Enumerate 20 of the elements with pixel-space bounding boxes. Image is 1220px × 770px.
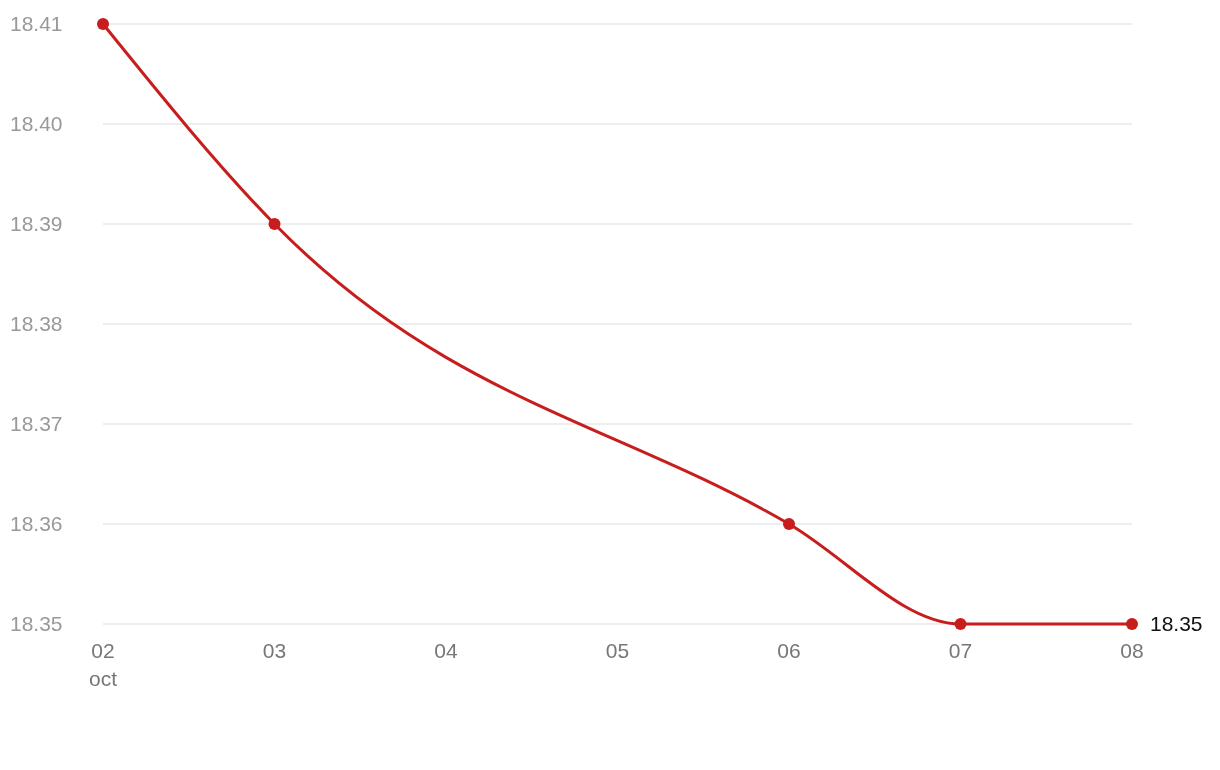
point xyxy=(1126,618,1138,630)
x-tick-label: 05 xyxy=(605,639,630,662)
x-tick-label: 06 xyxy=(777,639,801,662)
x-tick-label: 07 xyxy=(948,639,973,662)
point xyxy=(97,18,109,30)
point xyxy=(783,518,795,530)
y-tick-label: 18.40 xyxy=(10,112,63,136)
x-tick-label: 08 xyxy=(1120,639,1144,662)
y-tick-label: 18.38 xyxy=(10,312,63,336)
x-tick-label: 02 oct xyxy=(88,639,118,690)
x-tick-label: 03 xyxy=(262,639,287,662)
y-tick-label: 18.35 xyxy=(10,612,63,636)
y-tick-label: 18.36 xyxy=(10,512,63,536)
y-tick-label: 18.37 xyxy=(10,412,63,436)
point xyxy=(954,618,967,630)
point xyxy=(268,218,281,230)
y-tick-label: 18.41 xyxy=(10,12,63,36)
y-tick-label: 18.39 xyxy=(10,212,63,236)
x-tick-label: 04 xyxy=(434,639,458,662)
data-label: 18.35 xyxy=(1150,612,1203,636)
